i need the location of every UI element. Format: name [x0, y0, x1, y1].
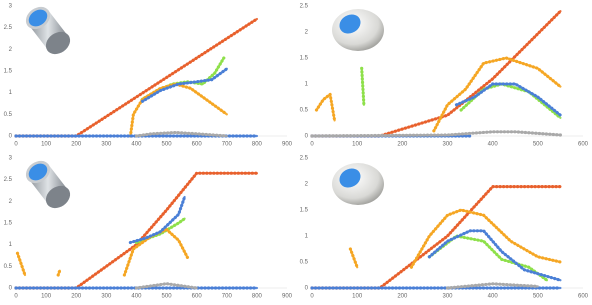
- y-tick-label: 2: [9, 47, 13, 53]
- icon: [332, 163, 384, 205]
- y-tick-label: 1.5: [4, 69, 13, 75]
- x-tick-label: 400: [131, 142, 142, 148]
- x-tick-label: 200: [397, 294, 408, 300]
- y-tick-label: 0.5: [300, 260, 309, 266]
- y-tick-label: 2: [9, 199, 13, 205]
- y-tick-label: 0: [305, 286, 309, 292]
- series-line: [310, 229, 562, 290]
- series-line: [135, 282, 198, 290]
- series-line: [14, 67, 258, 138]
- x-tick-label: 900: [282, 142, 293, 148]
- y-tick-label: 1: [9, 90, 13, 96]
- y-tick-label: 0.5: [300, 108, 309, 114]
- icon: [21, 156, 75, 213]
- x-tick-label: 800: [252, 294, 263, 300]
- y-tick-label: 0: [305, 134, 309, 140]
- x-tick-label: 300: [442, 142, 453, 148]
- series-line: [129, 82, 228, 138]
- x-tick-label: 600: [578, 142, 589, 148]
- series-line: [310, 130, 562, 138]
- series-line: [135, 131, 228, 138]
- y-tick-label: 0.5: [4, 264, 13, 270]
- y-tick-label: 1.5: [300, 56, 309, 62]
- x-tick-label: 300: [101, 142, 112, 148]
- y-tick-label: 3: [9, 156, 13, 162]
- x-tick-label: 100: [352, 142, 363, 148]
- x-tick-label: 100: [41, 294, 52, 300]
- x-tick-label: 700: [222, 142, 233, 148]
- x-tick-label: 400: [488, 142, 499, 148]
- y-tick-label: 0.5: [4, 112, 13, 118]
- y-tick-label: 3: [9, 4, 13, 10]
- x-tick-label: 200: [71, 294, 82, 300]
- y-tick-label: 0: [9, 134, 13, 140]
- x-tick-label: 600: [192, 294, 203, 300]
- y-tick-label: 2.5: [4, 177, 13, 183]
- y-tick-label: 1: [305, 234, 309, 240]
- x-tick-label: 300: [101, 294, 112, 300]
- x-tick-label: 400: [488, 294, 499, 300]
- y-tick-label: 2.5: [300, 4, 309, 10]
- y-tick-label: 2: [305, 182, 309, 188]
- x-tick-label: 100: [41, 142, 52, 148]
- x-tick-label: 0: [310, 142, 314, 148]
- series-line: [315, 56, 562, 132]
- y-tick-label: 2: [305, 30, 309, 36]
- x-tick-label: 0: [14, 294, 18, 300]
- y-tick-label: 1: [9, 242, 13, 248]
- x-tick-label: 600: [578, 294, 589, 300]
- x-tick-label: 200: [397, 142, 408, 148]
- x-tick-label: 700: [222, 294, 233, 300]
- x-tick-label: 500: [533, 142, 544, 148]
- series-line: [310, 229, 562, 290]
- x-tick-label: 300: [442, 294, 453, 300]
- y-tick-label: 1: [305, 82, 309, 88]
- x-tick-label: 0: [14, 142, 18, 148]
- x-tick-label: 500: [533, 294, 544, 300]
- y-tick-label: 1.5: [300, 208, 309, 214]
- x-tick-label: 500: [162, 294, 173, 300]
- y-tick-label: 2.5: [300, 156, 309, 162]
- x-tick-label: 600: [192, 142, 203, 148]
- x-tick-label: 400: [131, 294, 142, 300]
- x-tick-label: 100: [352, 294, 363, 300]
- icon: [21, 2, 75, 59]
- series-line: [446, 282, 539, 290]
- y-tick-label: 0: [9, 286, 13, 292]
- series-line: [349, 208, 562, 269]
- x-tick-label: 200: [71, 142, 82, 148]
- x-tick-label: 800: [252, 142, 263, 148]
- x-tick-label: 0: [310, 294, 314, 300]
- x-tick-label: 500: [162, 142, 173, 148]
- y-tick-label: 1.5: [4, 221, 13, 227]
- icon: [332, 9, 384, 51]
- series-line: [14, 67, 259, 138]
- x-tick-label: 900: [282, 294, 293, 300]
- y-tick-label: 2.5: [4, 25, 13, 31]
